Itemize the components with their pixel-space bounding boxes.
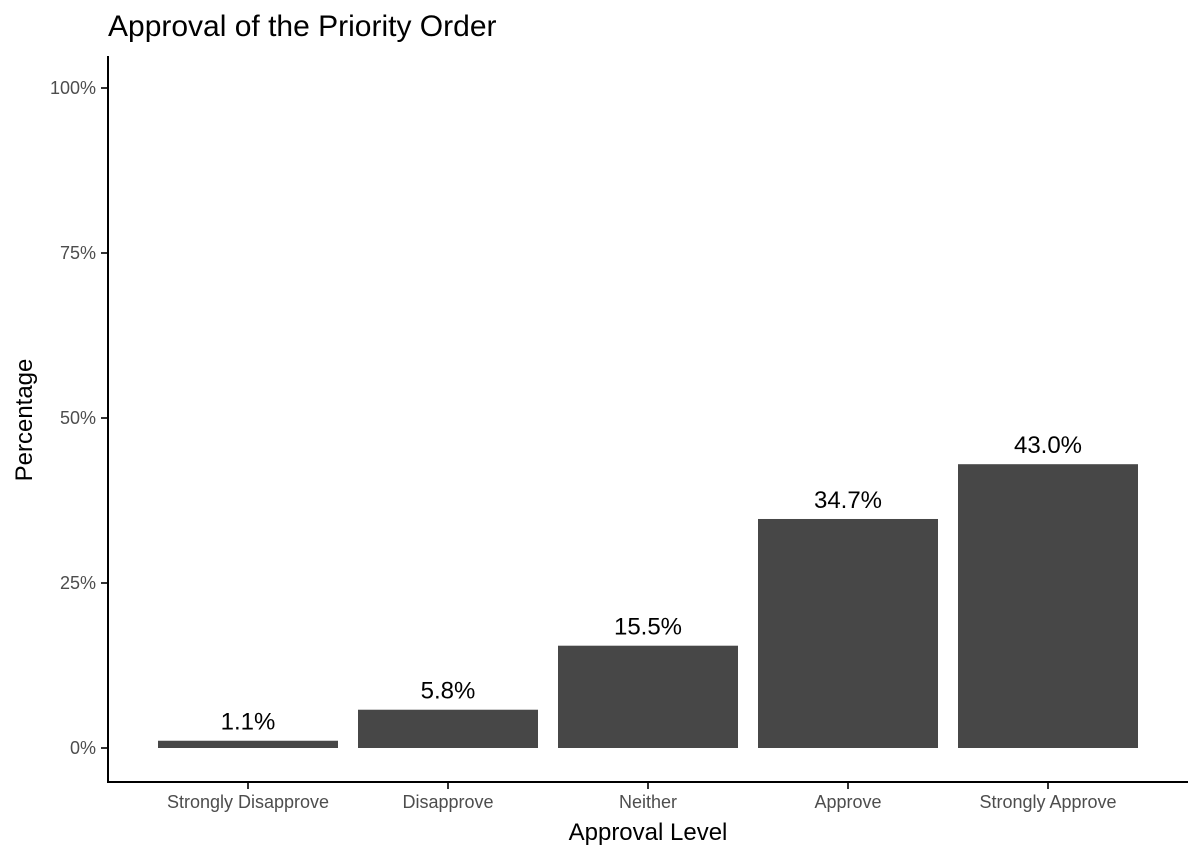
y-tick-label: 100% (50, 78, 96, 98)
data-label: 1.1% (221, 709, 276, 736)
y-tick-label: 25% (60, 573, 96, 593)
chart-title: Approval of the Priority Order (108, 10, 497, 43)
data-label: 5.8% (421, 678, 476, 705)
data-labels: 1.1% 5.8% 15.5% 34.7% 43.0% (221, 432, 1082, 736)
bar (958, 464, 1138, 748)
bar (758, 518, 938, 748)
x-tick-label: Neither (619, 792, 677, 812)
y-tick-label: 50% (60, 408, 96, 428)
bars (158, 464, 1138, 748)
bar (558, 645, 738, 748)
x-tick-label: Strongly Approve (979, 792, 1116, 812)
y-axis-title: Percentage (11, 359, 38, 482)
data-label: 34.7% (814, 487, 882, 514)
bar (158, 740, 338, 748)
data-label: 43.0% (1014, 432, 1082, 459)
y-tick-label: 75% (60, 243, 96, 263)
bar (358, 709, 538, 748)
data-label: 15.5% (614, 614, 682, 641)
x-axis: Strongly Disapprove Disapprove Neither Appr… (167, 782, 1117, 812)
x-tick-label: Strongly Disapprove (167, 792, 329, 812)
y-axis: 0% 25% 50% 75% 100% (50, 78, 108, 758)
x-tick-label: Disapprove (402, 792, 493, 812)
y-tick-label: 0% (70, 738, 96, 758)
x-axis-title: Approval Level (569, 819, 728, 846)
x-tick-label: Approve (814, 792, 881, 812)
